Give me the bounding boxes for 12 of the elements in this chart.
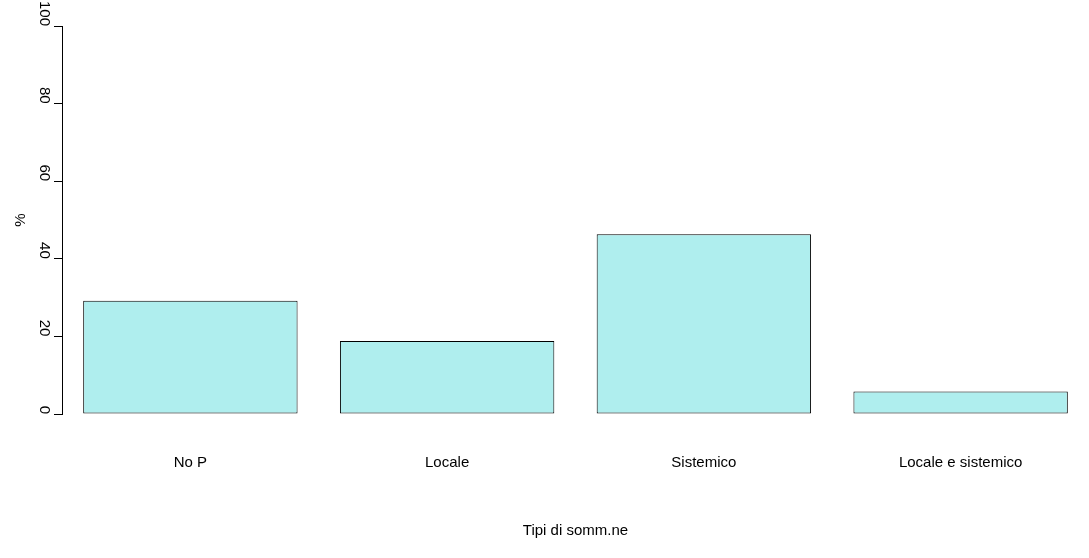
x-tick-label: Locale e sistemico [898, 453, 1023, 471]
y-tick-label: 60 [36, 164, 54, 182]
x-tick-label: Locale [425, 453, 470, 471]
y-axis-title: % [11, 213, 29, 227]
y-tick-label: 20 [36, 319, 54, 337]
y-tick-label: 40 [36, 242, 54, 259]
y-tick-label: 100 [36, 0, 54, 26]
x-axis-title: Tipi di somm.ne [522, 521, 629, 539]
x-tick-label: Sistemico [671, 453, 737, 471]
y-tick-label: 0 [36, 405, 54, 414]
y-tick-label: 80 [36, 86, 54, 104]
x-tick-label: No P [173, 453, 208, 471]
